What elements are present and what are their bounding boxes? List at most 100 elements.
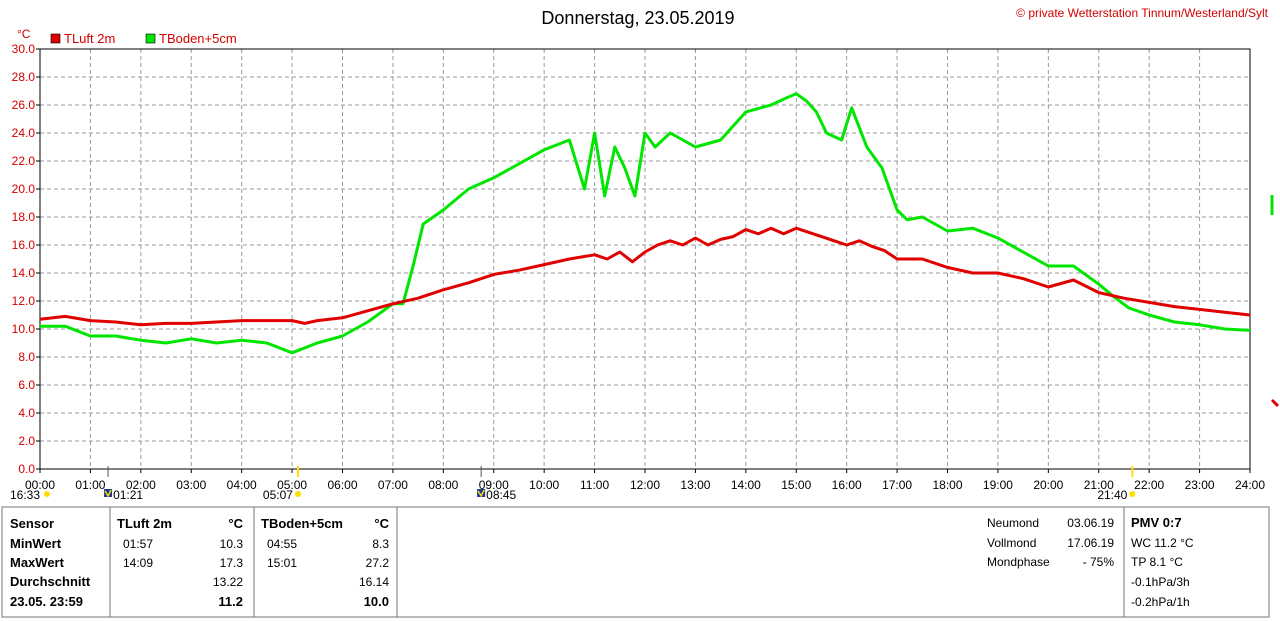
moon-value: 03.06.19: [1067, 516, 1114, 530]
legend: TLuft 2m TBoden+5cm: [50, 31, 237, 46]
x-tick-label: 04:00: [227, 478, 257, 492]
marker-sun-icon: 05:07: [263, 466, 301, 502]
stats-table: Sensor TLuft 2m °C TBoden+5cm °C MinWert…: [1, 506, 1270, 618]
y-tick-label: 14.0: [12, 266, 36, 280]
x-axis-ticks: 00:00 01:00 02:00 03:00 04:00 05:00 06:00 07:00…: [25, 469, 1265, 492]
right-edge-decoration: [1270, 195, 1280, 408]
tluft-value: 13.22: [213, 575, 243, 589]
y-axis-ticks: 0.0 2.0 4.0 6.0 8.0 10.0 12.0 14.0 16.0 18.0 20.0 2…: [12, 42, 40, 476]
x-tick-label: 01:00: [75, 478, 105, 492]
series-line-tboden: [40, 92, 1251, 355]
extra-line: WC 11.2 °C: [1131, 536, 1194, 550]
marker-moon-icon: 08:45: [477, 466, 517, 502]
tluft-time: 14:09: [123, 556, 153, 570]
moon-label: Neumond: [987, 516, 1039, 530]
x-tick-label: 02:00: [126, 478, 156, 492]
x-tick-label: 16:00: [832, 478, 862, 492]
extra-line: -0.1hPa/3h: [1131, 575, 1190, 589]
sun-icon: [44, 491, 50, 497]
x-tick-label: 08:00: [428, 478, 458, 492]
marker-time: 21:40: [1097, 488, 1127, 502]
x-tick-label: 22:00: [1134, 478, 1164, 492]
header-tboden: TBoden+5cm: [261, 516, 343, 531]
y-tick-label: 24.0: [12, 126, 36, 140]
sun-icon: [1129, 491, 1136, 497]
moon-label: Mondphase: [987, 555, 1050, 569]
x-tick-label: 00:00: [25, 478, 55, 492]
y-tick-label: 0.0: [18, 462, 35, 476]
row-label: MinWert: [10, 536, 62, 551]
table-row: 23.05. 23:59 11.2 10.0: [10, 594, 389, 609]
legend-label-tluft: TLuft 2m: [64, 31, 115, 46]
x-tick-label: 07:00: [378, 478, 408, 492]
header-sensor: Sensor: [10, 516, 54, 531]
y-tick-label: 26.0: [12, 98, 36, 112]
header-tboden-unit: °C: [374, 516, 389, 531]
legend-label-tboden: TBoden+5cm: [159, 31, 237, 46]
series-line-tluft: [39, 226, 1251, 327]
moon-label: Vollmond: [987, 536, 1036, 550]
tboden-value: 10.0: [364, 594, 389, 609]
tboden-time: 04:55: [267, 537, 297, 551]
legend-swatch-tboden: [145, 33, 156, 44]
y-tick-label: 2.0: [18, 434, 35, 448]
y-tick-label: 20.0: [12, 182, 36, 196]
marker-time: 01:21: [113, 488, 143, 502]
tluft-time: 01:57: [123, 537, 153, 551]
moon-value: 17.06.19: [1067, 536, 1114, 550]
tboden-time: 15:01: [267, 556, 297, 570]
grid: [40, 49, 1250, 469]
extra-line: TP 8.1 °C: [1131, 555, 1183, 569]
stats-table-border: [1, 506, 1270, 618]
y-tick-label: 18.0: [12, 210, 36, 224]
pmv-title: PMV 0:7: [1131, 515, 1182, 530]
y-tick-label: 16.0: [12, 238, 36, 252]
x-tick-label: 19:00: [983, 478, 1013, 492]
marker-sun-icon: 21:40: [1097, 466, 1136, 502]
extra-info: PMV 0:7 WC 11.2 °C TP 8.1 °C -0.1hPa/3h …: [1131, 515, 1194, 609]
x-tick-label: 14:00: [731, 478, 761, 492]
x-tick-label: 23:00: [1185, 478, 1215, 492]
y-axis-unit: °C: [17, 27, 31, 41]
sun-icon: [294, 491, 301, 497]
y-tick-label: 10.0: [12, 322, 36, 336]
y-tick-label: 4.0: [18, 406, 35, 420]
sun-moon-markers: 16:33 01:21 05:07 08:45 21:40: [10, 466, 1136, 502]
y-tick-label: 12.0: [12, 294, 36, 308]
x-tick-label: 24:00: [1235, 478, 1265, 492]
tboden-value: 16.14: [359, 575, 389, 589]
tluft-value: 11.2: [218, 594, 243, 609]
header-tluft-unit: °C: [228, 516, 243, 531]
y-tick-label: 8.0: [18, 350, 35, 364]
moon-info: Neumond 03.06.19 Vollmond 17.06.19 Mondp…: [987, 516, 1114, 569]
x-tick-label: 21:00: [1084, 478, 1114, 492]
table-row: MinWert 01:57 10.3 04:55 8.3: [10, 536, 389, 551]
row-label: 23.05. 23:59: [10, 594, 83, 609]
y-tick-label: 30.0: [12, 42, 36, 56]
table-row: MaxWert 14:09 17.3 15:01 27.2: [10, 555, 389, 570]
marker-time: 08:45: [486, 488, 516, 502]
copyright-symbol: ©: [1016, 6, 1028, 20]
moon-icon: [477, 489, 486, 497]
copyright-text: © private Wetterstation Tinnum/Westerlan…: [1016, 6, 1269, 20]
header-tluft: TLuft 2m: [117, 516, 172, 531]
row-label: MaxWert: [10, 555, 65, 570]
x-tick-label: 15:00: [781, 478, 811, 492]
x-tick-label: 09:00: [479, 478, 509, 492]
x-tick-label: 18:00: [932, 478, 962, 492]
moon-value: - 75%: [1083, 555, 1115, 569]
x-tick-label: 12:00: [630, 478, 660, 492]
legend-swatch-tluft: [50, 33, 61, 44]
x-tick-label: 13:00: [680, 478, 710, 492]
y-tick-label: 22.0: [12, 154, 36, 168]
moon-icon: [104, 489, 113, 497]
y-tick-label: 6.0: [18, 378, 35, 392]
tboden-value: 27.2: [366, 556, 390, 570]
x-tick-label: 06:00: [327, 478, 357, 492]
tluft-value: 17.3: [220, 556, 244, 570]
x-tick-label: 11:00: [580, 478, 609, 492]
copyright-label: private Wetterstation Tinnum/Westerland/…: [1028, 6, 1268, 20]
edge-red-fragment: [1270, 398, 1280, 408]
marker-sun-icon: 16:33: [10, 488, 50, 502]
